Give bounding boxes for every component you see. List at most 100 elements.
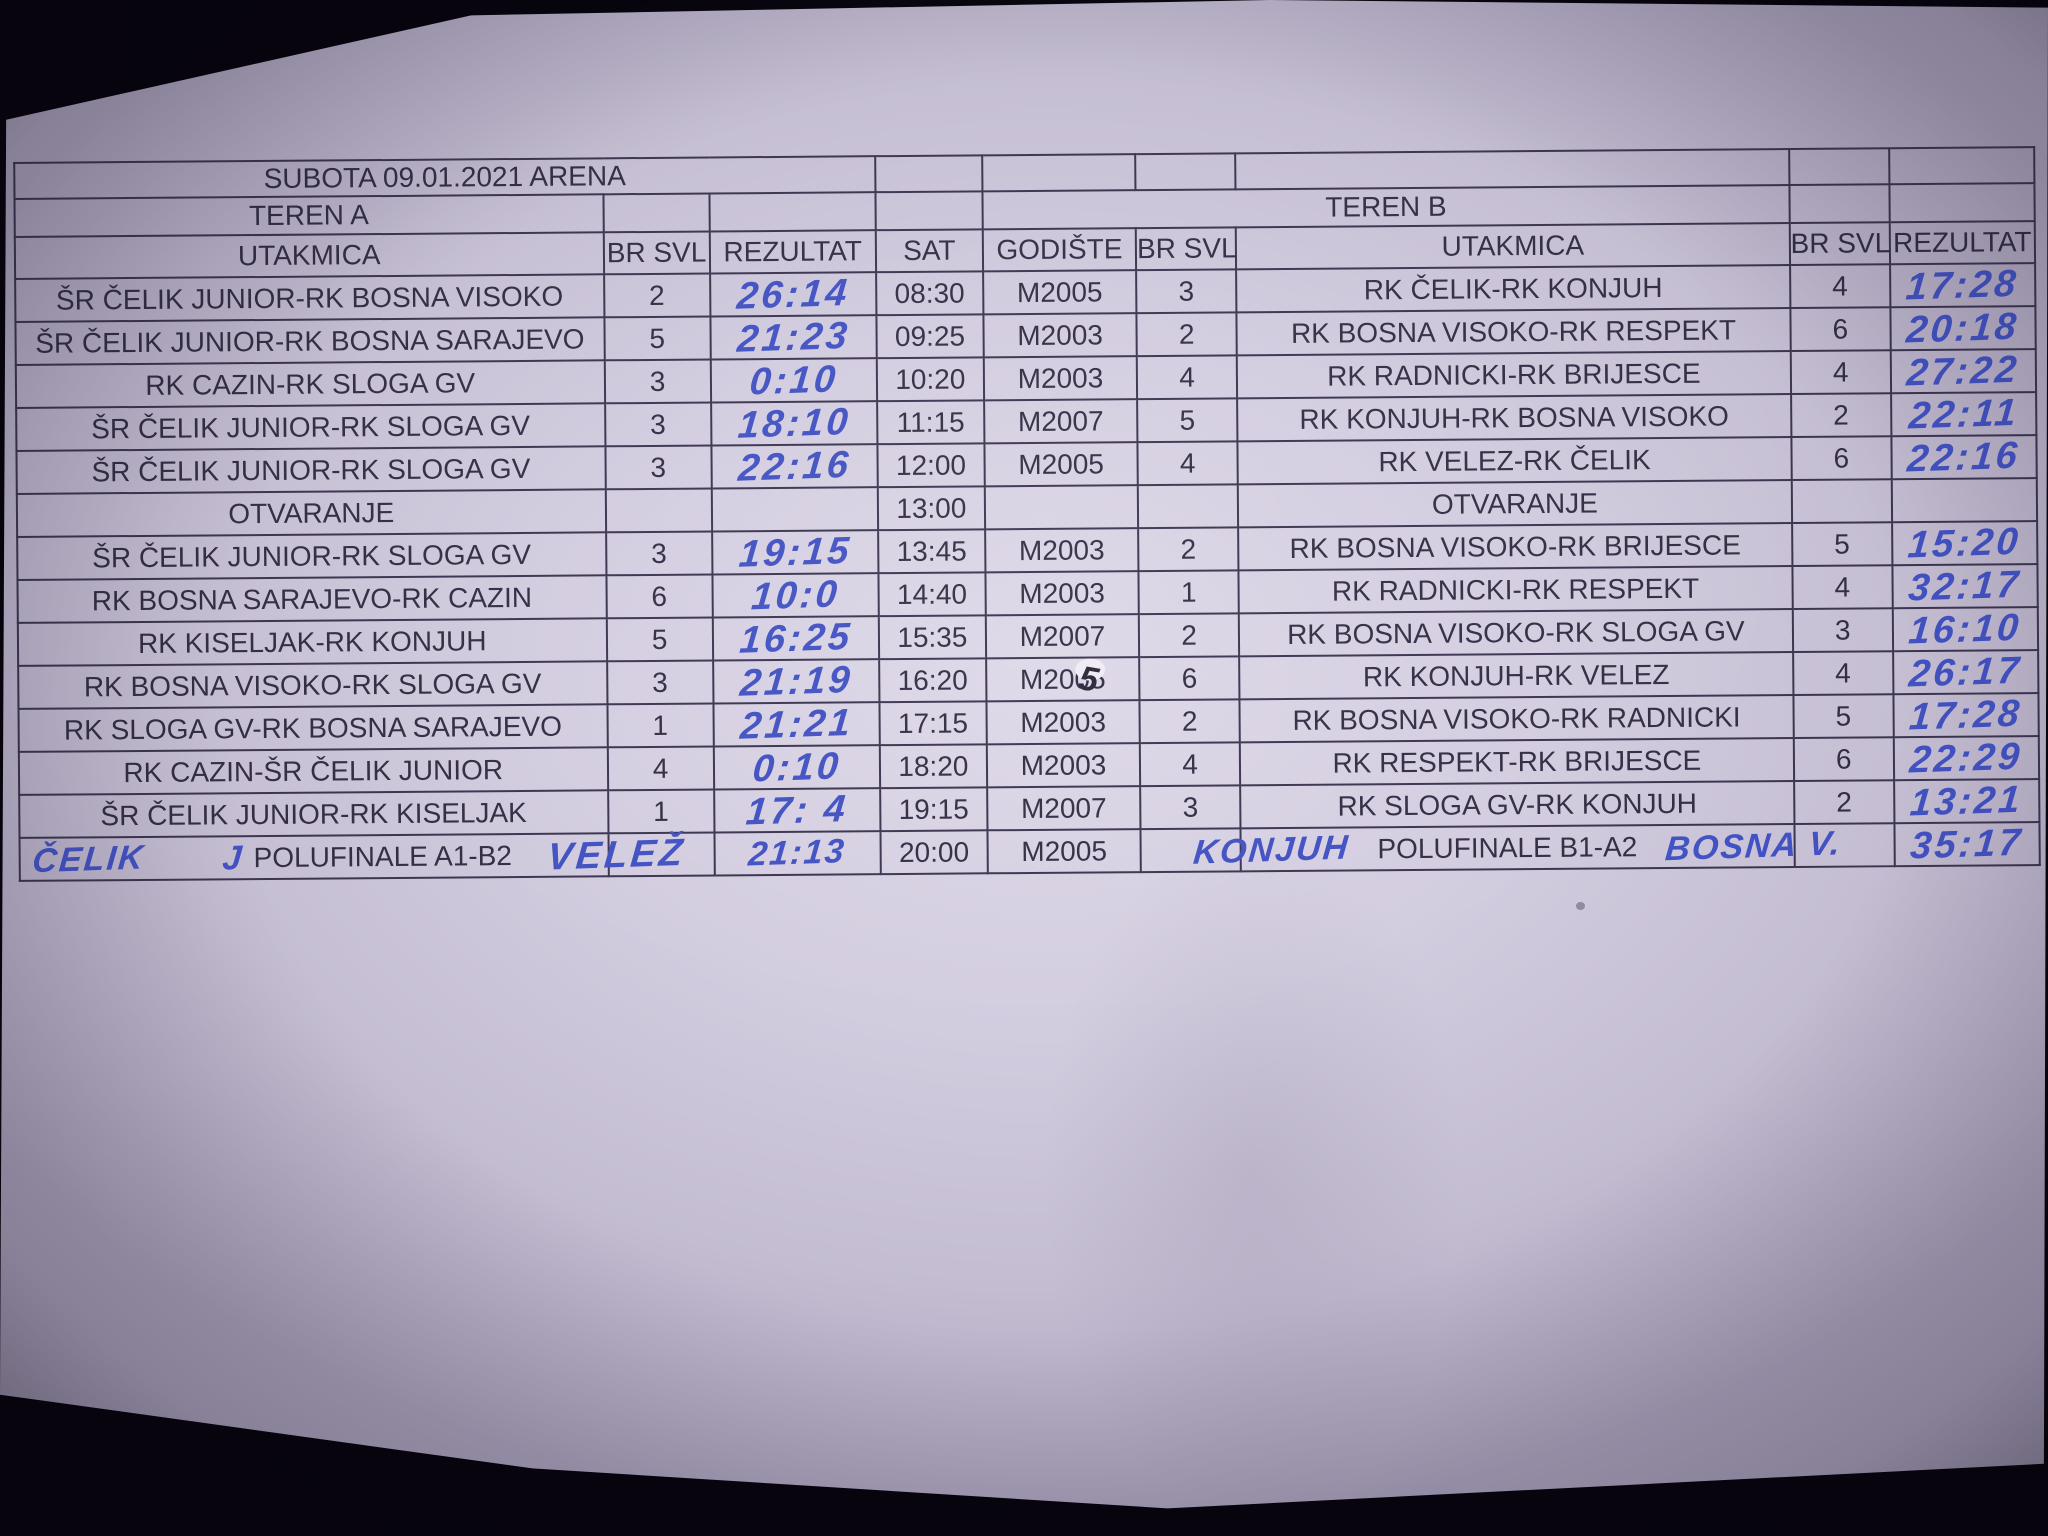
match-b-cell: RK RESPEKT-RK BRIJESCE xyxy=(1239,737,1794,786)
result-b-cell: 16:10 xyxy=(1892,606,2039,652)
match-a-cell: ŠR ČELIK JUNIOR-RK SLOGA GV xyxy=(17,532,607,580)
br-svl-a-cell: 3 xyxy=(605,531,713,576)
handwritten-score: 20:18 xyxy=(1904,305,2022,352)
handwritten-score: 0:10 xyxy=(750,744,843,790)
time-cell: 20:00 xyxy=(880,830,988,875)
final-match-a: ČELIK J POLUFINALE A1-B2 VELEŽ xyxy=(21,831,688,880)
empty-cell xyxy=(875,155,983,193)
empty-cell xyxy=(1888,147,2035,185)
column-header-sat: SAT xyxy=(875,229,984,273)
br-svl-a-cell: 4 xyxy=(607,746,714,791)
result-b-cell: 32:17 xyxy=(1892,563,2038,610)
match-b-cell: OTVARANJE xyxy=(1237,479,1792,528)
handwritten-score: 17: 4 xyxy=(744,787,850,834)
result-b-cell xyxy=(1891,478,2038,523)
match-a-cell: ŠR ČELIK JUNIOR-RK KISELJAK xyxy=(19,790,609,838)
match-a-cell: RK CAZIN-RK SLOGA GV xyxy=(15,360,605,408)
handwritten-score: 32:17 xyxy=(1906,563,2024,610)
br-svl-b2-cell: 4 xyxy=(1792,651,1894,695)
br-svl-b1-cell: 2 xyxy=(1139,699,1240,744)
result-a-cell xyxy=(711,487,878,532)
handwritten-team-name: KONJUH xyxy=(1191,827,1352,872)
empty-cell xyxy=(1135,153,1236,191)
match-b-cell: RK KONJUH-RK BOSNA VISOKO xyxy=(1237,393,1792,442)
br-svl-b2-cell: 4 xyxy=(1790,350,1891,394)
match-a-cell: RK SLOGA GV-RK BOSNA SARAJEVO xyxy=(18,704,608,752)
br-svl-b1-cell xyxy=(1137,484,1239,529)
time-cell: 14:40 xyxy=(878,572,986,617)
match-a-cell: ŠR ČELIK JUNIOR-RK BOSNA VISOKO xyxy=(15,274,605,322)
column-header-br-svl-b1: BR SVL xyxy=(1135,227,1237,271)
match-b-cell: RK BOSNA VISOKO-RK RESPEKT xyxy=(1236,308,1791,356)
age-group-cell: M2007 xyxy=(984,399,1138,444)
time-cell: 17:15 xyxy=(879,701,987,746)
age-group-cell: M2005 xyxy=(987,829,1141,874)
match-a-cell: RK BOSNA SARAJEVO-RK CAZIN xyxy=(17,575,607,623)
age-group-cell: M2005 5 xyxy=(986,657,1140,702)
empty-cell xyxy=(1788,148,1890,186)
column-header-br-svl-a: BR SVL xyxy=(603,231,710,275)
result-a-cell: 0:10 xyxy=(713,744,880,790)
age-group-cell: M2003 xyxy=(986,700,1140,745)
result-a-cell: 21:21 xyxy=(713,701,880,748)
handwritten-correction: 5 xyxy=(1076,659,1102,700)
result-a-cell: 17: 4 xyxy=(713,787,881,834)
age-group-cell: M2007 xyxy=(987,786,1141,831)
match-b-cell: RK VELEZ-RK ČELIK xyxy=(1237,436,1792,485)
age-group-cell: M2003 xyxy=(986,743,1141,788)
handwritten-score: 26:14 xyxy=(734,271,852,318)
br-svl-b2-cell xyxy=(1791,479,1892,523)
handwritten-score: 0:10 xyxy=(747,357,840,403)
br-svl-a-cell: 5 xyxy=(606,617,713,662)
match-b-cell: RK SLOGA GV-RK KONJUH xyxy=(1240,780,1795,829)
match-a-cell: ŠR ČELIK JUNIOR-RK SLOGA GV xyxy=(16,446,606,494)
time-cell: 08:30 xyxy=(875,271,984,316)
result-b-cell: 20:18 xyxy=(1890,305,2036,352)
court-a-label: TEREN A xyxy=(14,194,604,237)
result-b-cell: 35:17 xyxy=(1894,821,2040,867)
result-a-cell: 10:0 xyxy=(712,573,879,618)
empty-cell xyxy=(603,193,710,233)
handwritten-mark: J xyxy=(220,838,246,878)
result-a-cell: 18:10 xyxy=(710,400,878,446)
match-a-cell: ŠR ČELIK JUNIOR-RK SLOGA GV xyxy=(16,403,606,451)
empty-cell xyxy=(709,192,876,232)
result-b-cell: 13:21 xyxy=(1893,778,2040,824)
br-svl-b1-cell: 2 xyxy=(1138,613,1240,658)
handwritten-score: 22:16 xyxy=(736,443,853,490)
result-b-cell: 22:11 xyxy=(1890,391,2037,437)
match-a-cell: RK KISELJAK-RK KONJUH xyxy=(17,618,607,666)
paper-crease-shadow xyxy=(942,798,1563,1509)
br-svl-a-cell: 6 xyxy=(606,574,713,619)
result-a-cell: 22:16 xyxy=(711,443,878,490)
result-a-cell: 21:23 xyxy=(710,314,877,361)
match-b-cell: RK KONJUH-RK VELEZ xyxy=(1239,651,1794,700)
result-a-cell: 16:25 xyxy=(712,615,879,661)
handwritten-score: 21:21 xyxy=(738,701,855,748)
match-b-cell: RK RADNICKI-RK RESPEKT xyxy=(1238,565,1793,614)
time-cell: 11:15 xyxy=(876,400,985,445)
handwritten-score: 21:19 xyxy=(737,658,855,705)
age-group-cell: M2005 xyxy=(984,442,1138,487)
handwritten-score: 22:29 xyxy=(1908,735,2025,782)
result-a-cell: 21:19 xyxy=(712,658,880,705)
match-b-cell: RK BOSNA VISOKO-RK BRIJESCE xyxy=(1238,522,1793,571)
schedule-table: SUBOTA 09.01.2021 ARENA TEREN A TEREN B … xyxy=(13,146,2041,882)
match-b-cell: RK BOSNA VISOKO-RK SLOGA GV xyxy=(1238,608,1793,657)
match-a-cell: OTVARANJE xyxy=(16,489,606,537)
empty-cell xyxy=(1235,149,1790,190)
time-cell: 15:35 xyxy=(878,615,987,660)
result-a-cell: 19:15 xyxy=(711,529,879,575)
match-b-cell: RK RADNICKI-RK BRIJESCE xyxy=(1236,350,1791,399)
br-svl-b1-cell: 6 xyxy=(1139,656,1240,701)
handwritten-score: 21:23 xyxy=(735,314,852,361)
time-cell: 10:20 xyxy=(876,357,985,402)
polufinale-label: POLUFINALE A1-B2 xyxy=(253,839,513,873)
time-cell: 13:00 xyxy=(877,486,986,531)
court-b-label: TEREN B xyxy=(982,185,1790,230)
handwritten-score: 17:28 xyxy=(1907,692,2025,739)
result-b-cell: 17:28 xyxy=(1893,692,2039,739)
br-svl-a-cell: 1 xyxy=(607,703,714,748)
final-match-b: KONJUH POLUFINALE B1-A2 BOSNA V. xyxy=(1192,824,1843,871)
